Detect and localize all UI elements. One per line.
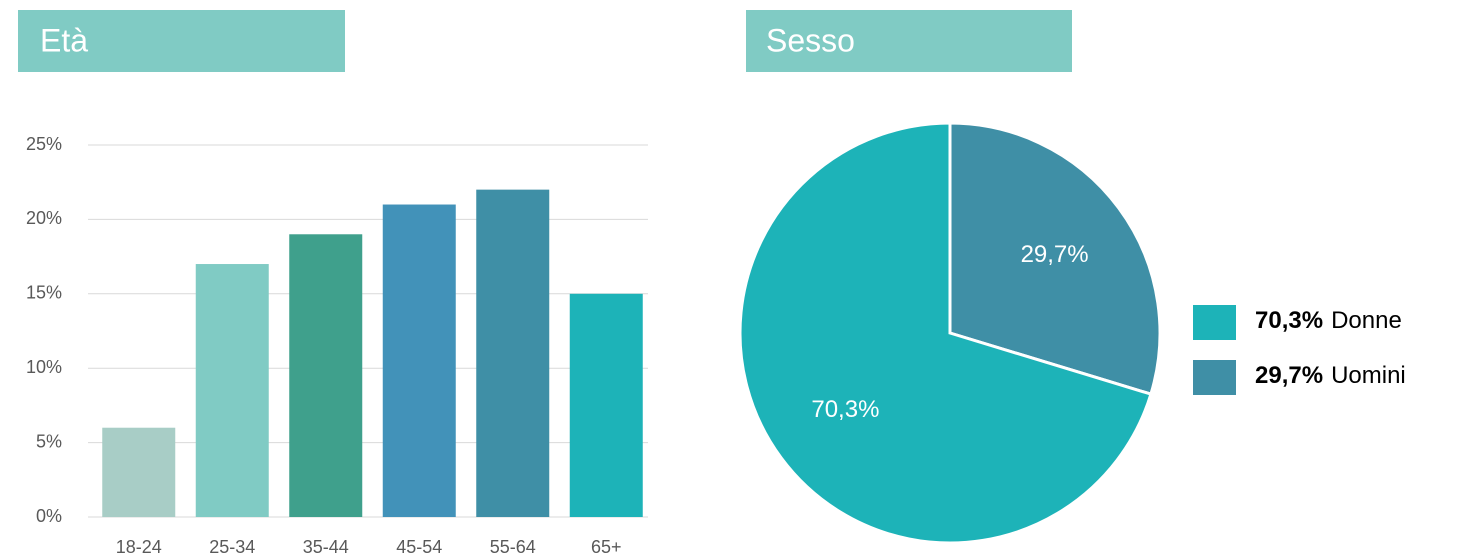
y-tick-label: 15% — [26, 283, 62, 303]
header-box — [18, 10, 345, 72]
legend-name: Donne — [1331, 307, 1402, 334]
y-tick-label: 10% — [26, 357, 62, 377]
bar — [382, 204, 456, 517]
bar — [289, 234, 363, 517]
pie-slice — [738, 121, 1153, 545]
x-tick-label: 55-64 — [490, 537, 536, 557]
bar — [476, 189, 550, 517]
legend-swatch — [1193, 360, 1236, 395]
slice-label: 29,7% — [1021, 241, 1089, 268]
header-box — [746, 10, 1072, 72]
pie-slice — [948, 121, 1162, 396]
chart-title: Sesso — [766, 22, 855, 58]
y-tick-label: 0% — [36, 506, 62, 526]
x-tick-label: 45-54 — [396, 537, 442, 557]
y-tick-label: 5% — [36, 431, 62, 451]
legend-swatch — [1193, 305, 1236, 340]
bar — [569, 293, 643, 517]
legend-entry: 70,3% Donne — [1255, 307, 1402, 334]
legend-entry: 29,7% Uomini — [1255, 362, 1406, 389]
bar — [102, 427, 176, 517]
x-tick-label: 18-24 — [116, 537, 162, 557]
bar — [195, 264, 269, 517]
chart-title: Età — [40, 22, 88, 58]
legend-value: 70,3% — [1255, 307, 1323, 334]
slice-label: 70,3% — [811, 396, 879, 423]
legend-name: Uomini — [1331, 362, 1406, 389]
y-tick-label: 20% — [26, 208, 62, 228]
x-tick-label: 25-34 — [209, 537, 255, 557]
x-tick-label: 65+ — [591, 537, 622, 557]
legend-value: 29,7% — [1255, 362, 1323, 389]
y-tick-label: 25% — [26, 134, 62, 154]
x-tick-label: 35-44 — [303, 537, 349, 557]
